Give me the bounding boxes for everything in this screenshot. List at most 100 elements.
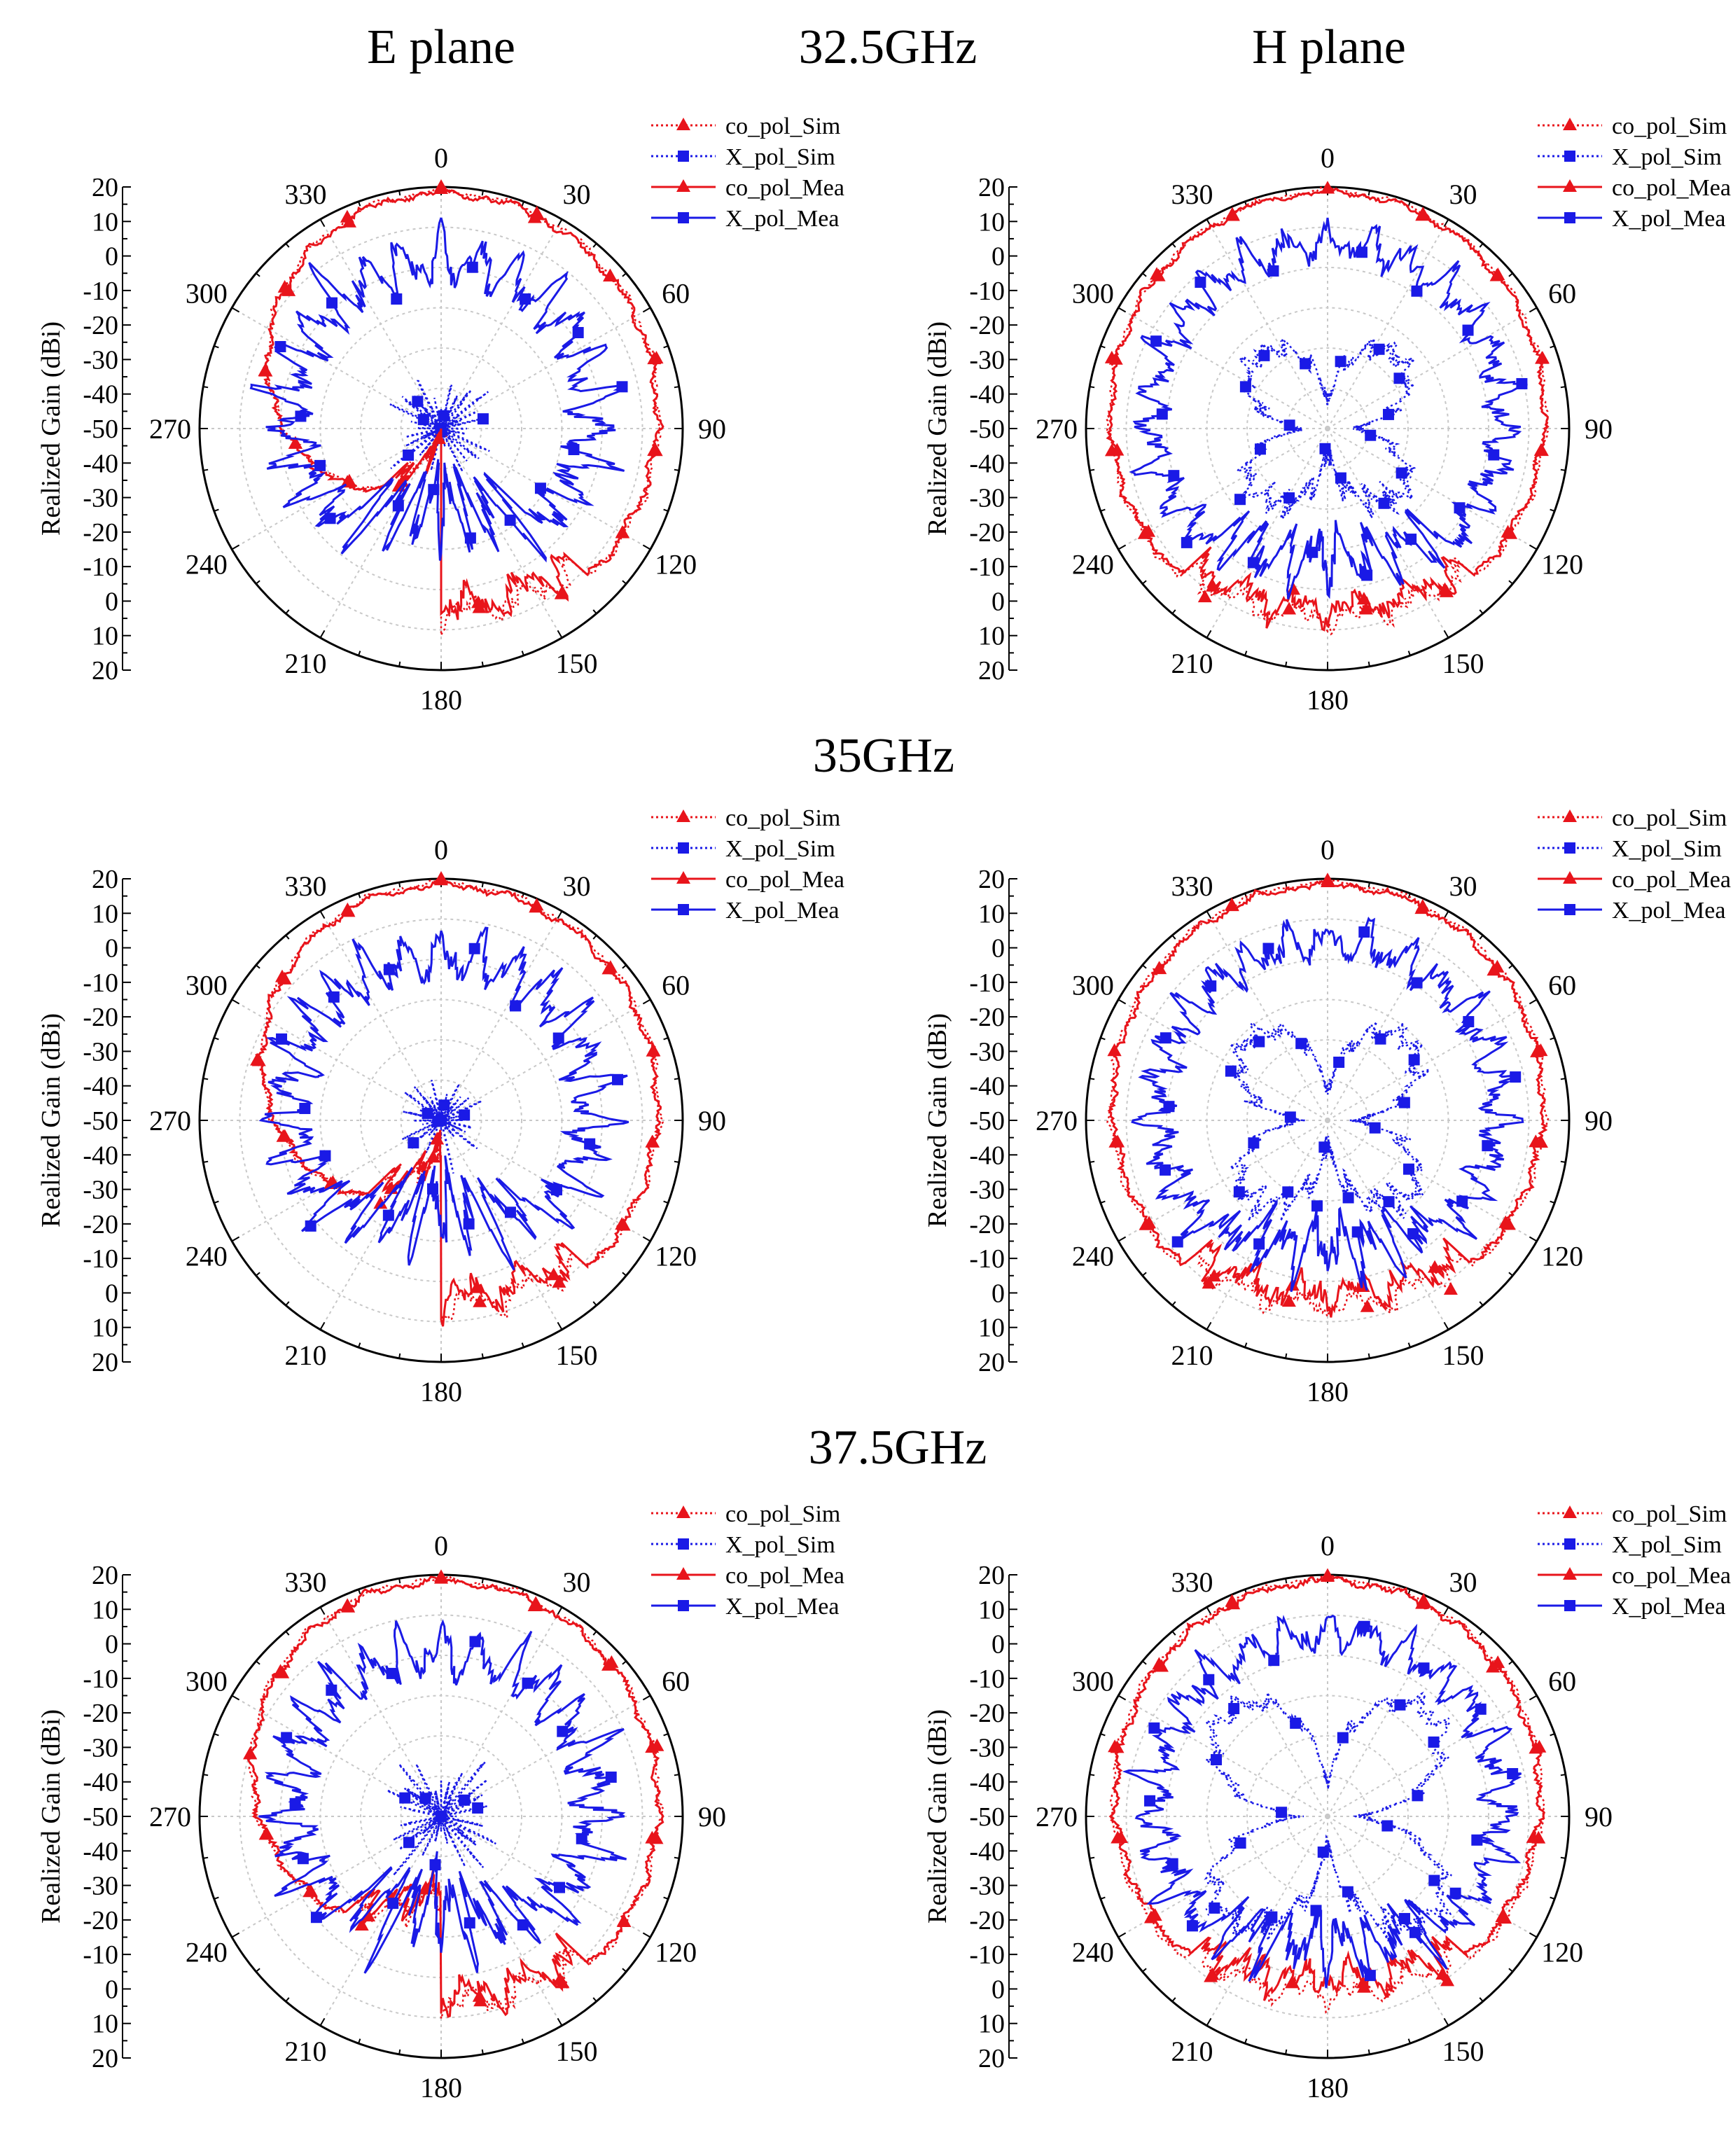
grid-ring xyxy=(239,226,643,631)
radial-tick-label: -40 xyxy=(83,1072,118,1101)
radial-tick-label: -40 xyxy=(969,1141,1005,1170)
marker-X_pol_Mea xyxy=(1186,1920,1198,1932)
angle-tick xyxy=(1479,243,1484,248)
legend-x_pol_sim: X_pol_Sim xyxy=(725,144,835,170)
grid-spoke xyxy=(440,1120,563,1330)
marker-co_pol_Mea xyxy=(1142,1216,1157,1229)
marker-X_pol_Mea xyxy=(1181,536,1192,548)
angle-tick xyxy=(1443,630,1449,639)
series-X_pol_Mea xyxy=(249,217,625,563)
legend-marker xyxy=(1563,871,1577,884)
marker-X_pol_Sim xyxy=(1225,1065,1237,1077)
angle-tick xyxy=(642,1932,651,1938)
angle-tick xyxy=(1443,218,1449,228)
marker-co_pol_Mea xyxy=(1321,1569,1335,1582)
marker-X_pol_Mea xyxy=(466,261,478,273)
marker-X_pol_Mea xyxy=(276,1033,288,1045)
marker-X_pol_Mea xyxy=(1475,1703,1487,1715)
legend-x_pol_mea: X_pol_Mea xyxy=(1612,206,1725,232)
marker-co_pol_Mea xyxy=(1440,1973,1455,1987)
radial-tick-label: 10 xyxy=(978,1314,1005,1343)
angle-label-330: 330 xyxy=(285,1566,327,1598)
angle-label-270: 270 xyxy=(1036,413,1078,445)
marker-X_pol_Sim xyxy=(1396,467,1407,479)
marker-X_pol_Sim xyxy=(1381,1820,1393,1832)
radial-tick-label: 20 xyxy=(978,865,1005,894)
marker-X_pol_Sim xyxy=(1248,1137,1260,1149)
marker-co_pol_Mea xyxy=(302,1884,317,1898)
angle-tick xyxy=(1479,935,1484,940)
angle-label-30: 30 xyxy=(563,1566,591,1598)
e-plane-header: E plane xyxy=(367,20,515,74)
marker-co_pol_Sim xyxy=(1443,1282,1458,1295)
marker-co_pol_Mea xyxy=(1113,1830,1128,1844)
legend-marker xyxy=(676,179,690,192)
legend-marker xyxy=(1564,1538,1575,1550)
angle-tick xyxy=(285,1631,290,1636)
radial-tick-label: 10 xyxy=(92,1314,118,1343)
angle-label-30: 30 xyxy=(563,179,591,210)
angle-label-210: 210 xyxy=(1171,2036,1213,2067)
angle-label-270: 270 xyxy=(149,1105,191,1136)
angle-tick xyxy=(285,609,290,614)
angle-label-0: 0 xyxy=(1321,834,1335,865)
angle-tick xyxy=(674,1774,679,1776)
angle-label-0: 0 xyxy=(1321,1530,1335,1562)
radial-tick-label: 10 xyxy=(92,899,118,929)
legend-marker xyxy=(1564,842,1575,854)
marker-X_pol_Sim xyxy=(459,1109,471,1121)
marker-X_pol_Mea xyxy=(305,1220,316,1232)
marker-X_pol_Sim xyxy=(1228,1703,1240,1715)
marker-X_pol_Mea xyxy=(1171,1236,1183,1248)
marker-co_pol_Mea xyxy=(434,181,448,194)
radial-tick-label: -40 xyxy=(969,1768,1005,1797)
grid-spoke xyxy=(440,999,651,1121)
marker-X_pol_Sim xyxy=(408,1137,419,1149)
marker-X_pol_Mea xyxy=(605,1771,617,1783)
radial-tick-label: -50 xyxy=(83,415,118,444)
angle-label-150: 150 xyxy=(556,648,598,679)
grid-spoke xyxy=(1118,428,1328,550)
radial-tick-label: -20 xyxy=(969,1210,1005,1239)
angle-tick xyxy=(1100,1896,1106,1900)
angle-label-240: 240 xyxy=(186,1937,228,1968)
angle-label-300: 300 xyxy=(186,278,228,310)
marker-co_pol_Mea xyxy=(277,1129,292,1142)
radial-tick-label: 20 xyxy=(92,1348,118,1377)
legend-marker xyxy=(1564,904,1575,915)
marker-X_pol_Mea xyxy=(1488,449,1500,461)
angle-tick xyxy=(1550,1200,1555,1204)
radial-tick-label: 20 xyxy=(978,173,1005,202)
marker-co_pol_Mea xyxy=(1107,1043,1122,1057)
grid-spoke xyxy=(231,1120,442,1242)
grid-spoke xyxy=(319,1606,442,1817)
marker-co_pol_Mea xyxy=(1415,1596,1430,1609)
marker-X_pol_Sim xyxy=(1258,349,1270,361)
angle-tick xyxy=(256,1968,260,1973)
radial-tick-label: 20 xyxy=(92,173,118,202)
radial-tick-label: 0 xyxy=(991,587,1005,616)
angle-label-180: 180 xyxy=(1307,2072,1349,2103)
legend-x_pol_sim: X_pol_Sim xyxy=(1612,144,1722,170)
angle-tick xyxy=(1118,307,1127,313)
angle-label-210: 210 xyxy=(285,2036,327,2067)
angle-tick xyxy=(481,1578,484,1584)
angle-tick xyxy=(1367,1578,1370,1584)
angle-tick xyxy=(1142,580,1147,585)
legend-x_pol_sim: X_pol_Sim xyxy=(1612,1532,1722,1558)
legend-co_pol_mea: co_pol_Mea xyxy=(725,175,844,201)
marker-X_pol_Mea xyxy=(469,1636,481,1648)
angle-label-330: 330 xyxy=(285,870,327,902)
marker-co_pol_Mea xyxy=(1530,1044,1545,1057)
marker-X_pol_Sim xyxy=(1233,1186,1245,1198)
radial-tick-label: 20 xyxy=(92,656,118,686)
angle-tick xyxy=(358,651,361,656)
marker-co_pol_Mea xyxy=(527,210,542,223)
grid-spoke xyxy=(440,218,563,429)
marker-X_pol_Mea xyxy=(1310,1905,1322,1917)
radial-tick-label: -40 xyxy=(969,449,1005,478)
radial-tick-label: -20 xyxy=(969,1003,1005,1032)
legend-co_pol_sim: co_pol_Sim xyxy=(725,1501,840,1527)
angle-label-0: 0 xyxy=(1321,142,1335,174)
grid-spoke xyxy=(1118,1695,1328,1817)
